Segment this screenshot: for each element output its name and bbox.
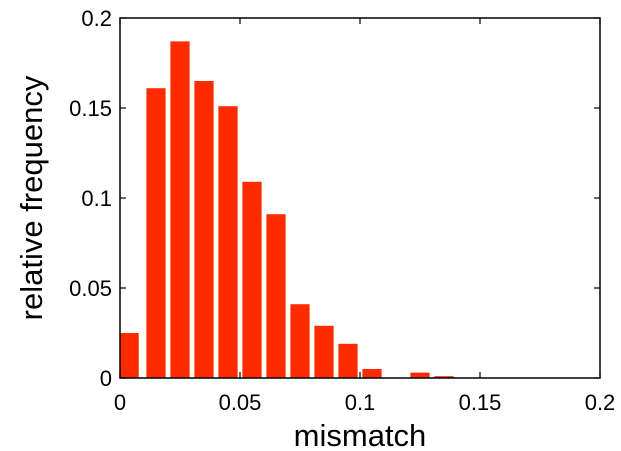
- x-tick-label: 0.1: [345, 390, 376, 415]
- y-tick-label: 0.05: [69, 276, 112, 301]
- histogram-bar: [170, 41, 190, 379]
- x-tick-label: 0.15: [459, 390, 502, 415]
- histogram-bar: [290, 304, 310, 378]
- histogram-bar: [314, 325, 334, 378]
- plot-frame: [119, 17, 601, 379]
- x-tick-label: 0.05: [219, 390, 262, 415]
- histogram-bar: [434, 376, 454, 378]
- histogram-bar: [120, 333, 139, 378]
- y-tick-label: 0.2: [81, 6, 112, 31]
- bars: [120, 41, 454, 379]
- histogram-bar: [362, 369, 382, 378]
- histogram-bar: [338, 343, 358, 378]
- y-tick-label: 0.15: [69, 96, 112, 121]
- y-tick-label: 0: [100, 366, 112, 391]
- axis-ticks: 0 0.05 0.1 0.15 0.2 0 0.05 0.1 0.15 0.2: [69, 6, 615, 415]
- histogram-bar: [242, 181, 262, 378]
- x-axis-label: mismatch: [294, 418, 427, 451]
- histogram-bar: [194, 81, 214, 378]
- x-tick-label: 0: [114, 390, 126, 415]
- histogram-bar: [410, 372, 430, 378]
- y-axis-label: relative frequency: [14, 75, 49, 320]
- histogram-bar: [146, 88, 166, 378]
- x-tick-label: 0.2: [585, 390, 616, 415]
- histogram-bar: [218, 106, 238, 378]
- histogram-bar: [266, 214, 286, 378]
- y-tick-label: 0.1: [81, 186, 112, 211]
